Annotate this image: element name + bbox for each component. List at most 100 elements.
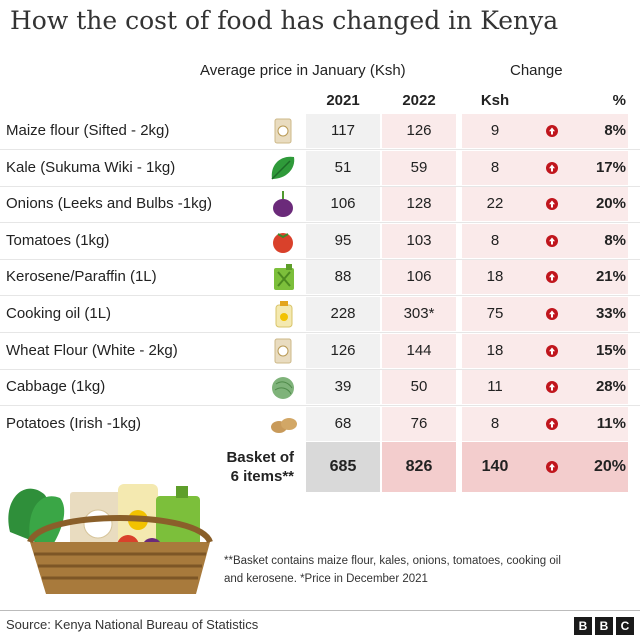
up-arrow-icon: [546, 271, 558, 284]
change-pct: 17%: [595, 158, 626, 176]
table-row: Wheat Flour (White - 2kg) 126 144 18 15%: [0, 333, 640, 368]
item-name: Wheat Flour (White - 2kg): [6, 341, 178, 359]
cabbage-icon: [272, 377, 294, 400]
change-group-header: Change: [510, 62, 563, 79]
bbc-logo-block: C: [616, 617, 634, 635]
cell-2022-bg: [382, 260, 456, 295]
item-name: Cabbage (1kg): [6, 378, 106, 396]
table-row: Maize flour (Sifted - 2kg) 117 126 9 8%: [0, 114, 640, 148]
cell-change-bg: [462, 187, 628, 222]
price-2022: 106: [406, 268, 432, 286]
source-text: Source: Kenya National Bureau of Statist…: [6, 617, 259, 632]
bbc-logo-block: B: [574, 617, 592, 635]
cell-2021-bg: [306, 223, 380, 258]
change-pct: 20%: [595, 195, 626, 213]
table-row: Kale (Sukuma Wiki - 1kg) 51 59 8 17%: [0, 150, 640, 185]
price-2021: 228: [330, 305, 356, 322]
row-divider: [0, 368, 640, 370]
basket-label-line2: 6 items**: [230, 468, 294, 485]
price-2022: 303*: [403, 305, 435, 322]
cell-change-bg: [462, 223, 628, 258]
cell-2021-bg: [306, 187, 380, 222]
price-2022: 103: [406, 231, 432, 249]
basket-change-cell: [462, 442, 628, 492]
table-row: Tomatoes (1kg) 95 103 8 8%: [0, 223, 640, 258]
cell-2021-bg: [306, 260, 380, 295]
up-arrow-icon: [546, 344, 558, 357]
onion-icon: [273, 191, 293, 218]
row-divider: [0, 295, 640, 297]
up-arrow-icon: [546, 308, 558, 320]
flour-bag-icon: [274, 338, 292, 364]
up-arrow-icon: [546, 161, 558, 174]
table-row: Onions (Leeks and Bulbs -1kg) 106 128 22 20%: [0, 187, 640, 222]
cell-2022-bg: [382, 333, 456, 368]
footnote-line2: and kerosene. *Price in December 2021: [224, 573, 428, 585]
price-2022: 126: [406, 122, 432, 139]
cell-2022-bg: [382, 114, 456, 148]
change-ksh: 75: [486, 305, 504, 322]
price-2021: 51: [334, 158, 352, 176]
cell-2021-bg: [306, 370, 380, 405]
footnote: **Basket contains maize flour, kales, on…: [224, 552, 630, 588]
basket-2022-cell: [382, 442, 456, 492]
kale-leaf-icon: [271, 156, 295, 180]
col-header-pct: %: [612, 92, 626, 109]
table-row: Cooking oil (1L) 228 303* 75 33%: [0, 297, 640, 331]
price-2021: 126: [330, 341, 356, 359]
price-2021: 39: [334, 378, 352, 396]
chart-title: How the cost of food has changed in Keny…: [10, 6, 559, 35]
footer-divider: [0, 610, 640, 611]
price-2022: 76: [410, 414, 428, 432]
row-divider: [0, 222, 640, 224]
up-arrow-icon: [546, 417, 558, 430]
tomato-icon: [273, 232, 293, 253]
cell-change-bg: [462, 370, 628, 405]
footnote-line1: **Basket contains maize flour, kales, on…: [224, 555, 561, 567]
cell-2022-bg: [382, 187, 456, 222]
item-name: Kerosene/Paraffin (1L): [6, 268, 157, 286]
change-ksh: 18: [486, 268, 504, 286]
row-divider: [0, 185, 640, 187]
col-header-2022: 2022: [402, 92, 436, 109]
item-name: Tomatoes (1kg): [6, 231, 110, 249]
basket-value-2022: 826: [405, 458, 433, 475]
price-2022: 50: [410, 378, 428, 396]
price-2021: 117: [331, 122, 355, 139]
item-name: Potatoes (Irish -1kg): [6, 414, 142, 432]
cell-2022-bg: [382, 223, 456, 258]
food-basket-illustration: [8, 484, 213, 594]
up-arrow-icon: [546, 198, 558, 211]
change-pct: 11%: [596, 414, 626, 432]
up-arrow-icon: [546, 125, 558, 137]
basket-label-line1: Basket of: [226, 449, 294, 466]
cell-2022-bg: [382, 297, 456, 331]
table-row: Cabbage (1kg) 39 50 11 28%: [0, 370, 640, 405]
cell-change-bg: [462, 260, 628, 295]
cell-2021-bg: [306, 114, 380, 148]
cell-change-bg: [462, 114, 628, 148]
basket-row: 685 826 140 20%: [0, 442, 640, 492]
potato-icon: [271, 417, 297, 433]
flour-bag-icon: [274, 118, 292, 144]
cell-2021-bg: [306, 333, 380, 368]
price-2021: 88: [334, 268, 352, 286]
price-2022: 59: [410, 158, 428, 176]
price-2021: 68: [334, 414, 352, 432]
table-row: Kerosene/Paraffin (1L) 88 106 18 21%: [0, 260, 640, 295]
change-ksh: 18: [486, 341, 504, 359]
item-name: Maize flour (Sifted - 2kg): [6, 122, 170, 139]
price-group-header: Average price in January (Ksh): [200, 62, 406, 79]
change-ksh: 8: [490, 231, 500, 249]
bbc-logo-block: B: [595, 617, 613, 635]
basket-change-pct: 20%: [593, 458, 626, 475]
jerrycan-icon: [274, 264, 294, 291]
row-divider: [0, 405, 640, 407]
basket-change-ksh: 140: [481, 458, 509, 475]
cell-2021-bg: [306, 297, 380, 331]
change-pct: 28%: [595, 378, 626, 396]
cell-2022-bg: [382, 150, 456, 185]
change-pct: 8%: [604, 122, 626, 139]
row-divider: [0, 332, 640, 333]
price-2021: 106: [330, 195, 356, 213]
